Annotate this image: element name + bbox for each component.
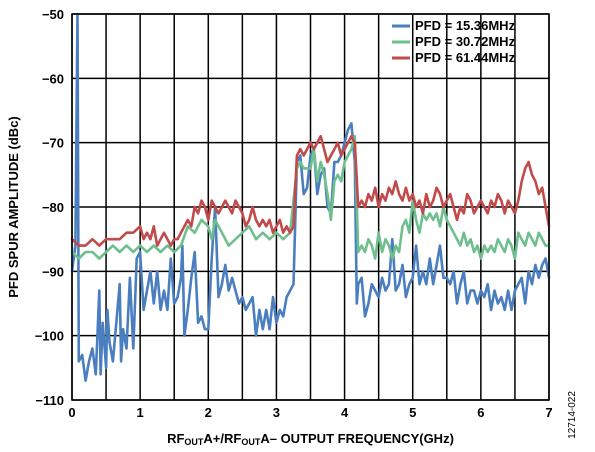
y-tick-label: −60 xyxy=(42,71,64,86)
x-axis-title-pre: RF xyxy=(167,431,184,446)
x-axis-title-post: A– OUTPUT FREQUENCY(GHz) xyxy=(260,431,454,446)
plot-frame xyxy=(71,13,550,401)
y-tick-label: −110 xyxy=(35,393,64,408)
series-line-1 xyxy=(70,12,551,383)
x-axis-title: RFOUTA+/RFOUTA– OUTPUT FREQUENCY(GHz) xyxy=(167,431,454,447)
y-tick-label: −90 xyxy=(42,264,64,279)
y-tick-labels: −50 −60 −70 −80 −90 −100 −110 xyxy=(35,7,64,408)
series-layer xyxy=(70,12,551,383)
x-tick-label: 0 xyxy=(68,405,75,420)
x-tick-label: 5 xyxy=(409,405,416,420)
y-tick-label: −100 xyxy=(35,329,64,344)
series-line-3 xyxy=(70,134,551,247)
y-tick-label: −80 xyxy=(42,200,64,215)
x-axis-title-mid: A+/RF xyxy=(203,431,241,446)
x-tick-label: 4 xyxy=(341,405,349,420)
series-line-2 xyxy=(70,134,551,260)
x-tick-labels: 0 1 2 3 4 5 6 7 xyxy=(68,405,552,420)
x-axis-title-sub1: OUT xyxy=(184,437,204,447)
x-tick-label: 7 xyxy=(545,405,552,420)
legend-label: PFD = 30.72MHz xyxy=(415,34,516,49)
y-axis-title: PFD SPUR AMPLITUDE (dBc) xyxy=(6,116,21,298)
x-axis-title-sub2: OUT xyxy=(241,437,261,447)
legend-label: PFD = 61.44MHz xyxy=(415,50,516,65)
x-tick-label: 3 xyxy=(273,405,280,420)
x-tick-label: 1 xyxy=(137,405,144,420)
x-tick-label: 2 xyxy=(205,405,212,420)
y-tick-label: −50 xyxy=(42,7,64,22)
x-tick-label: 6 xyxy=(477,405,484,420)
y-tick-label: −70 xyxy=(42,136,64,151)
legend-label: PFD = 15.36MHz xyxy=(415,18,516,33)
figure-id: 12714-022 xyxy=(567,391,578,439)
